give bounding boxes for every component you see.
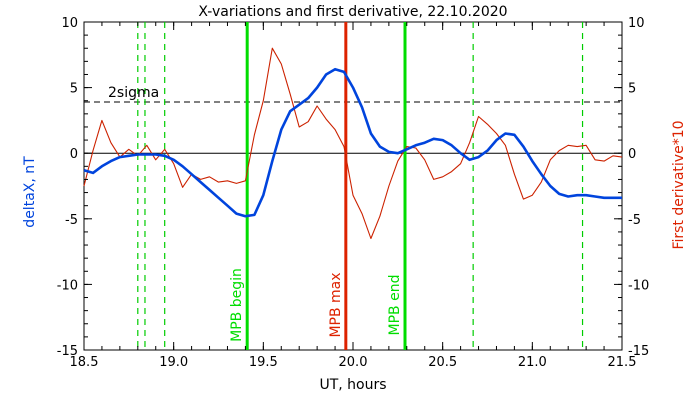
series-layer: [83, 47, 623, 240]
y-axis-label-right: First derivative*10: [671, 120, 687, 249]
y-tick-label: 5: [70, 82, 78, 97]
vertical-marker-label: MPB end: [387, 275, 403, 336]
y-axis-label-left: deltaX, nT: [22, 156, 38, 228]
x-tick-label: 18.5: [70, 355, 99, 370]
y2-tick-label: -15: [628, 344, 649, 359]
threshold-label: 2sigma: [108, 85, 159, 101]
y-tick-label: -15: [57, 344, 78, 359]
series-line-deltax: [83, 67, 622, 218]
vertical-marker-label: MPB max: [328, 272, 344, 337]
x-tick-label: 21.0: [518, 355, 547, 370]
axes: 18.5 19.0 19.5 20.0 20.5 21.0 21.5 10 5 0 -5 -10 -15…: [57, 16, 649, 370]
y2-tick-label: 5: [628, 82, 636, 97]
y2-tick-label: -10: [628, 278, 649, 293]
series-line-derivative: [83, 47, 623, 240]
y-tick-label: 10: [61, 16, 78, 31]
x-tick-label: 20.0: [339, 355, 368, 370]
y2-tick-label: 0: [628, 147, 636, 162]
x-axis-label: UT, hours: [319, 377, 386, 393]
x-tick-label: 21.5: [608, 355, 637, 370]
y-tick-label: 0: [70, 147, 78, 162]
chart-title: X-variations and first derivative, 22.10…: [198, 4, 507, 20]
y-tick-label: -5: [65, 213, 78, 228]
x-tick-label: 19.5: [249, 355, 278, 370]
y2-tick-label: 10: [628, 16, 645, 31]
vertical-markers: MPB begin MPB max MPB end: [84, 22, 622, 350]
x-tick-label: 20.5: [428, 355, 457, 370]
y-tick-label: -10: [57, 278, 78, 293]
y2-tick-label: -5: [628, 213, 641, 228]
x-tick-label: 19.0: [159, 355, 188, 370]
vertical-marker-label: MPB begin: [229, 268, 245, 342]
